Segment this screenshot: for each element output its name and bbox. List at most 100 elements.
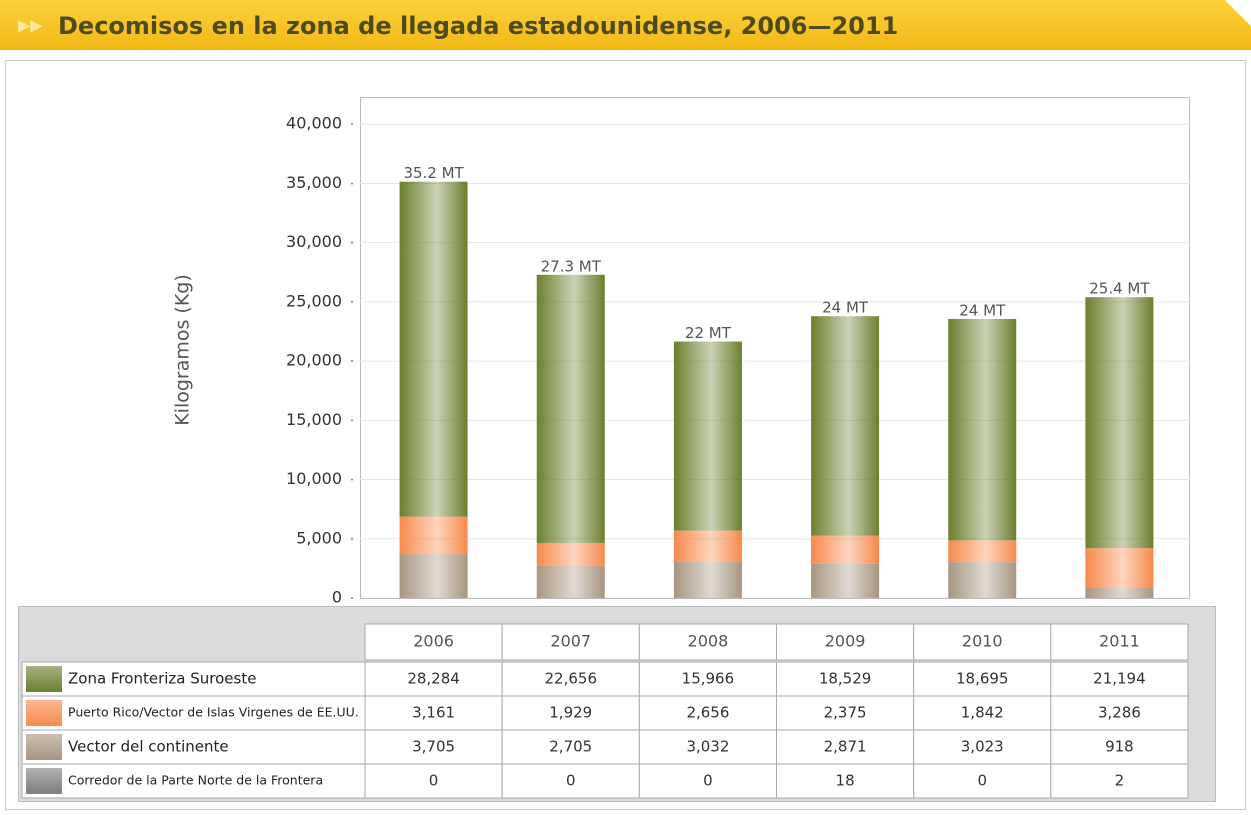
table-cell (501, 763, 640, 799)
bar-segment (811, 535, 880, 564)
bar-segment (673, 562, 742, 598)
table-value: 2 (1115, 772, 1125, 790)
table-cell (364, 623, 503, 661)
legend-cell (21, 661, 366, 697)
total-label: 27.3 MT (541, 257, 602, 275)
table-cell (501, 729, 640, 765)
table-value: 3,286 (1098, 704, 1141, 722)
y-tick-label: 10,000 (286, 469, 342, 488)
legend-label: Corredor de la Parte Norte de la Fronter… (68, 773, 323, 788)
table-cell (638, 661, 777, 697)
table-cell (364, 729, 503, 765)
table-value: 2,375 (824, 704, 867, 722)
table-cell (638, 763, 777, 799)
table-value: 18,529 (819, 670, 872, 688)
total-label: 35.2 MT (403, 164, 464, 182)
legend-cell (21, 695, 366, 731)
bar-segment (948, 318, 1017, 541)
y-tick-label: 5,000 (296, 528, 342, 547)
total-label: 24 MT (959, 301, 1006, 319)
table-value: 3,023 (961, 738, 1004, 756)
table-cell (638, 729, 777, 765)
legend-label: Vector del continente (68, 738, 229, 756)
bar-segment (536, 274, 605, 544)
y-tick-label: 40,000 (286, 114, 342, 133)
y-tick-mark (351, 597, 353, 599)
table-value: 2,871 (824, 738, 867, 756)
table-cell (913, 763, 1052, 799)
y-tick-mark (351, 241, 353, 244)
table-cell (776, 763, 915, 799)
table-value: 15,966 (682, 670, 735, 688)
legend-swatch (26, 666, 62, 692)
table-value: 28,284 (407, 670, 460, 688)
bar-segment (948, 562, 1017, 598)
table-cell (776, 623, 915, 661)
table-value: 1,842 (961, 704, 1004, 722)
table-cell (913, 623, 1052, 661)
bar-segment (1085, 587, 1154, 598)
y-tick-mark (351, 419, 353, 422)
y-tick-mark (351, 537, 353, 540)
y-tick-mark (351, 182, 353, 185)
table-header: 2007 (550, 632, 591, 651)
total-label: 22 MT (685, 324, 732, 342)
table-cell (364, 661, 503, 697)
table-cell (913, 695, 1052, 731)
table-value: 0 (703, 772, 713, 790)
y-tick-mark (351, 300, 353, 303)
table-cell (1050, 661, 1189, 697)
bar-segment (811, 563, 880, 598)
y-tick-label: 30,000 (286, 232, 342, 251)
y-tick-label: 0 (332, 588, 342, 607)
bar-segment (399, 181, 468, 517)
bar-segment (399, 516, 468, 555)
total-label: 24 MT (822, 299, 869, 317)
bar-segment (1085, 297, 1154, 549)
table-header: 2009 (825, 632, 866, 651)
table-cell (501, 661, 640, 697)
table-cell (1050, 729, 1189, 765)
table-value: 2,705 (549, 738, 592, 756)
y-tick-mark (351, 123, 353, 126)
table-header: 2008 (688, 632, 729, 651)
table-header: 2006 (413, 632, 454, 651)
bar-segment (673, 530, 742, 563)
table-value: 918 (1105, 738, 1134, 756)
table-value: 0 (977, 772, 987, 790)
y-tick-label: 15,000 (286, 410, 342, 429)
header-arrows: ▶▶ (18, 16, 43, 35)
table-value: 18,695 (956, 670, 1009, 688)
y-tick-mark (351, 360, 353, 363)
table-cell (364, 763, 503, 799)
legend-swatch (26, 700, 62, 726)
header-band (0, 0, 1251, 50)
legend-label: Zona Fronteriza Suroeste (68, 670, 256, 688)
y-tick-label: 20,000 (286, 351, 342, 370)
legend-cell (21, 729, 366, 765)
bar-segment (811, 316, 880, 536)
legend-label: Puerto Rico/Vector de Islas Virgenes de … (68, 705, 359, 720)
table-value: 18 (836, 772, 855, 790)
legend-swatch (26, 734, 62, 760)
total-label: 25.4 MT (1089, 280, 1150, 298)
table-value: 3,032 (686, 738, 729, 756)
chart-title: Decomisos en la zona de llegada estadoun… (58, 12, 898, 40)
y-tick-label: 35,000 (286, 173, 342, 192)
table-value: 1,929 (549, 704, 592, 722)
table-value: 22,656 (545, 670, 598, 688)
table-cell (1050, 763, 1189, 799)
table-header: 2011 (1099, 632, 1140, 651)
bar-segment (536, 565, 605, 598)
table-value: 0 (429, 772, 439, 790)
table-cell (1050, 623, 1189, 661)
bar-segment (673, 341, 742, 531)
table-header: 2010 (962, 632, 1003, 651)
y-tick-mark (351, 478, 353, 481)
table-value: 3,705 (412, 738, 455, 756)
bar-segment (1085, 548, 1154, 588)
table-value: 21,194 (1093, 670, 1146, 688)
table-value: 0 (566, 772, 576, 790)
